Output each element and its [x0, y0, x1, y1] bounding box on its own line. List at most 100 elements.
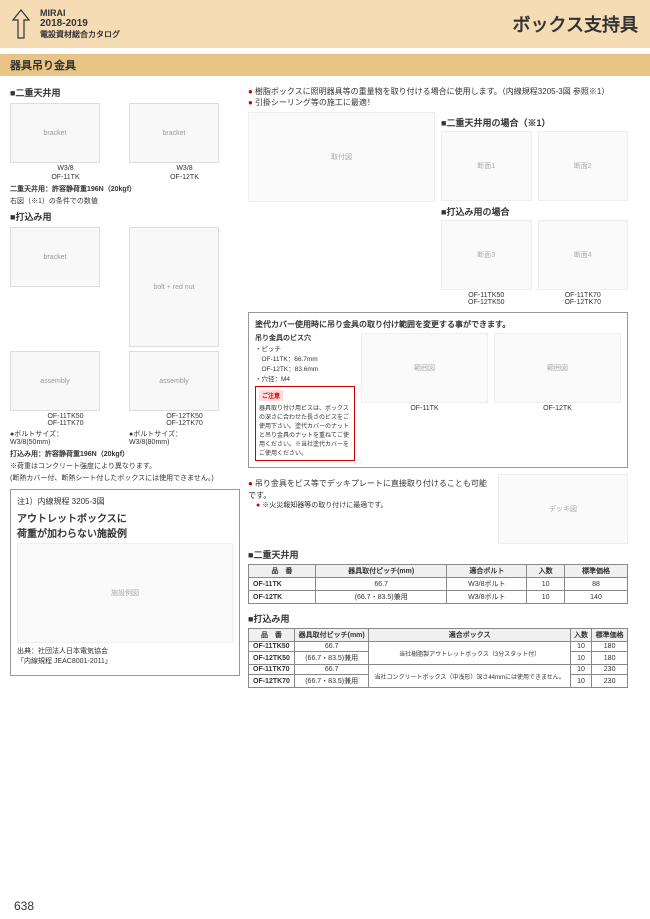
page-header: MIRAI 2018-2019 電設資材総合カタログ ボックス支持具 — [0, 0, 650, 48]
section-diagram: 断面3 — [441, 220, 532, 290]
caution-text: 器具取り付け用ビスは、ボックスの深さに合わせた長さのビスをご使用下さい。塗代カバ… — [259, 403, 351, 457]
brand-block: MIRAI 2018-2019 電設資材総合カタログ — [40, 8, 120, 40]
product-image: bracket — [10, 103, 100, 163]
brand-text: MIRAI — [40, 8, 120, 18]
col-header: 品 番 — [249, 629, 295, 642]
w-label: W3/8 — [10, 165, 121, 172]
reg-l1: アウトレットボックスに — [17, 510, 233, 525]
cell: OF-11TK — [249, 578, 316, 591]
feature-bullets: 樹脂ボックスに照明器具等の重量物を取り付ける場合に使用します。（内線規程3205… — [248, 86, 628, 108]
bolt-size: ●ボルトサイズ： W3/8(50mm) — [10, 429, 121, 446]
w-label: W3/8 — [129, 165, 240, 172]
spec-table-ceiling: 品 番器具取付ピッチ(mm)適合ボルト入数標準価格 OF-11TK66.7W3/… — [248, 564, 628, 604]
catalog-subtitle: 電設資材総合カタログ — [40, 29, 120, 40]
product-row-2b: assembly OF-11TK50 OF-11TK70 ●ボルトサイズ： W3… — [10, 351, 240, 446]
diagram-row-1: 取付図 二重天井用の場合（※1） 断面1 断面2 打込み用の場合 断面3 OF-… — [248, 112, 628, 306]
cell: 230 — [592, 675, 628, 688]
product-image: assembly — [129, 351, 219, 411]
right-column: 樹脂ボックスに照明器具等の重量物を取り付ける場合に使用します。（内線規程3205… — [248, 82, 628, 696]
reg-l2: 荷重が加わらない施設例 — [17, 525, 233, 540]
code-label: OF-11TK70 OF-12TK70 — [538, 292, 629, 306]
cell: W3/8ボルト — [447, 578, 527, 591]
product-item: bolt + red nut — [129, 227, 240, 347]
install-diagram: 施設例図 — [17, 543, 233, 643]
product-item: assembly OF-11TK50 OF-11TK70 ●ボルトサイズ： W3… — [10, 351, 121, 446]
col-header: 標準価格 — [592, 629, 628, 642]
col-header: 品 番 — [249, 565, 316, 578]
reg-source: 出典：社団法人日本電気協会 「内線規程 JEAC8001-2011」 — [17, 647, 233, 665]
cell: 66.7 — [294, 642, 369, 652]
code-label: OF-11TK50 OF-12TK50 — [441, 292, 532, 306]
catalog-year: 2018-2019 — [40, 18, 88, 29]
table-title-2: 打込み用 — [248, 612, 628, 625]
col-header: 標準価格 — [565, 565, 628, 578]
subhead-ceiling-case: 二重天井用の場合（※1） — [441, 116, 628, 129]
product-code: OF-12TK — [129, 174, 240, 181]
product-image: bracket — [10, 227, 100, 287]
load-note-sub: 右図（※1）の条件での数値 — [10, 197, 240, 206]
cell: OF-12TK70 — [249, 675, 295, 688]
load-note: 二重天井用：許容静荷重196N（20kgf） — [10, 185, 240, 194]
cell: OF-11TK70 — [249, 665, 295, 675]
cell: 当社樹脂製アウトレットボックス（3分スタット付） — [369, 642, 570, 665]
col-header: 適合ボックス — [369, 629, 570, 642]
cell: 10 — [570, 665, 591, 675]
cell: (66.7・83.5)兼用 — [294, 652, 369, 665]
product-image: bracket — [129, 103, 219, 163]
regulation-box: 注1）内線規程 3205-3図 アウトレットボックスに 荷重が加わらない施設例 … — [10, 489, 240, 675]
cell: 当社コンクリートボックス（中浅形）深さ44mmには使用できません。 — [369, 665, 570, 688]
col-header: 適合ボルト — [447, 565, 527, 578]
spec-table-embed: 品 番器具取付ピッチ(mm)適合ボックス入数標準価格 OF-11TK5066.7… — [248, 628, 628, 688]
cell: OF-11TK50 — [249, 642, 295, 652]
col-header: 入数 — [527, 565, 565, 578]
page-number: 638 — [14, 899, 34, 913]
product-row-1: bracket W3/8 OF-11TK bracket W3/8 OF-12T… — [10, 103, 240, 181]
left-column: 二重天井用 bracket W3/8 OF-11TK bracket W3/8 … — [10, 82, 240, 696]
cell: (66.7・83.5)兼用 — [315, 591, 447, 604]
catalog-page: MIRAI 2018-2019 電設資材総合カタログ ボックス支持具 器具吊り金… — [0, 0, 650, 919]
product-image: assembly — [10, 351, 100, 411]
product-item: bracket W3/8 OF-11TK — [10, 103, 121, 181]
subhead-ceiling: 二重天井用 — [10, 86, 240, 99]
cell: 140 — [565, 591, 628, 604]
table-row: OF-11TK5066.7当社樹脂製アウトレットボックス（3分スタット付）101… — [249, 642, 628, 652]
cover-diagram: 範囲図 — [361, 333, 488, 403]
bullet: 引掛シーリング等の施工に最適！ — [248, 97, 628, 108]
section-title: 器具吊り金具 — [0, 54, 650, 76]
cell: 10 — [570, 675, 591, 688]
section-diagram: 断面1 — [441, 131, 532, 201]
screw-info-title: 吊り金具のビス穴 — [255, 333, 355, 343]
load-note-2b: ※荷重はコンクリート強度により異なります。 — [10, 462, 240, 471]
section-diagram: 断面2 — [538, 131, 629, 201]
cell: 66.7 — [294, 665, 369, 675]
deck-row: 吊り金具をビス等でデッキプレートに直接取り付けることも可能です。 ※火災報知器等… — [248, 474, 628, 544]
bolt-size: ●ボルトサイズ： W3/8(80mm) — [129, 429, 240, 446]
caution-box: ご注意 器具取り付け用ビスは、ボックスの深さに合わせた長さのビスをご使用下さい。… — [255, 386, 355, 461]
cover-title: 塗代カバー使用時に吊り金具の取り付け範囲を変更する事ができます。 — [255, 319, 621, 330]
col-header: 器具取付ピッチ(mm) — [315, 565, 447, 578]
table-row: OF-12TK(66.7・83.5)兼用W3/8ボルト10140 — [249, 591, 628, 604]
install-diagram-iso: 取付図 — [248, 112, 435, 202]
cell: 230 — [592, 665, 628, 675]
cell: OF-12TK50 — [249, 652, 295, 665]
deck-note: ※火災報知器等の取り付けに最適です。 — [256, 501, 492, 511]
cell: 10 — [527, 591, 565, 604]
product-codes: OF-12TK50 OF-12TK70 — [129, 413, 240, 427]
load-note-2c: (断熱カバー付、断熱シート付したボックスには使用できません。) — [10, 474, 240, 483]
cell: 10 — [570, 642, 591, 652]
cell: 180 — [592, 642, 628, 652]
load-note-2: 打込み用：許容静荷重196N（20kgf） — [10, 450, 240, 459]
table-row: OF-11TK7066.7当社コンクリートボックス（中浅形）深さ44mmには使用… — [249, 665, 628, 675]
code-label: OF-12TK — [494, 405, 621, 412]
cell: 88 — [565, 578, 628, 591]
table-title-1: 二重天井用 — [248, 548, 628, 561]
cell: OF-12TK — [249, 591, 316, 604]
product-codes: OF-11TK50 OF-11TK70 — [10, 413, 121, 427]
screw-info: ・ピッチ OF-11TK：66.7mm OF-12TK：83.6mm ・穴径：M… — [255, 343, 355, 383]
subhead-embed-case: 打込み用の場合 — [441, 205, 628, 218]
table-row: OF-11TK66.7W3/8ボルト1088 — [249, 578, 628, 591]
page-title: ボックス支持具 — [513, 11, 638, 37]
brand-logo-icon — [10, 6, 32, 42]
cover-range-box: 塗代カバー使用時に吊り金具の取り付け範囲を変更する事ができます。 吊り金具のビス… — [248, 312, 628, 468]
col-header: 器具取付ピッチ(mm) — [294, 629, 369, 642]
